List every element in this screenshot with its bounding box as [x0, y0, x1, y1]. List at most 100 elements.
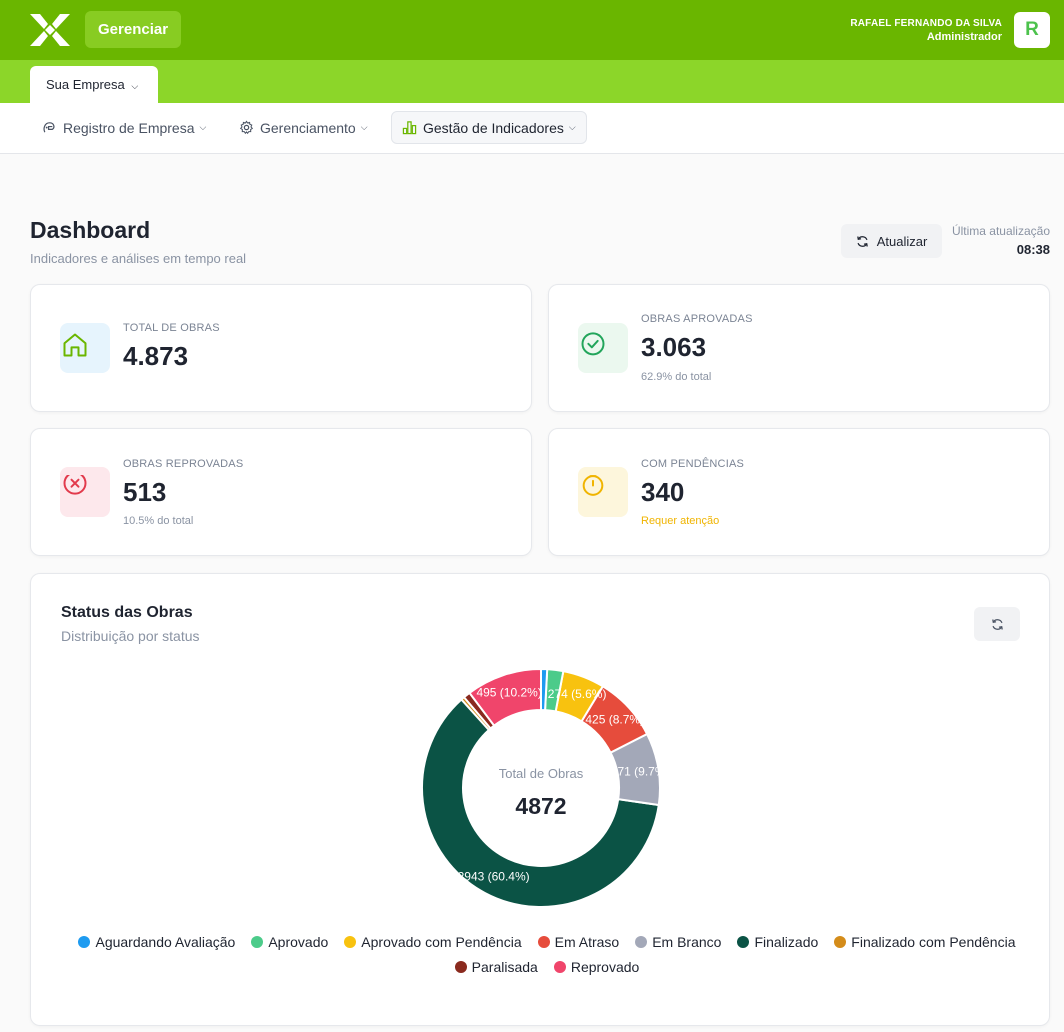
legend-item[interactable]: Aprovado com Pendência — [344, 934, 522, 950]
stat-label: OBRAS REPROVADAS — [123, 458, 244, 470]
chevron-down-icon: ⌵ — [131, 81, 139, 91]
donut-slice[interactable] — [540, 667, 549, 712]
stat-value: 3.063 — [641, 332, 707, 362]
chevron-down-icon: ⌵ — [568, 122, 576, 132]
donut-data-label: 471 (9.7%) — [611, 765, 670, 779]
chart-subtitle: Distribuição por status — [61, 628, 200, 644]
donut-data-label: 425 (8.7%) — [585, 713, 644, 727]
refresh-button-label: Atualizar — [876, 233, 928, 249]
chart-bars-icon — [402, 121, 417, 135]
stat-label: COM PENDÊNCIAS — [641, 458, 745, 470]
legend-dot — [78, 936, 91, 948]
stat-card-aprovadas: OBRAS APROVADAS 3.063 62.9% do total — [548, 284, 1050, 412]
legend-dot — [537, 936, 550, 948]
nav-item-label: Gestão de Indicadores — [423, 119, 564, 136]
legend-dot — [553, 961, 566, 973]
user-info: RAFAEL FERNANDO DA SILVA Administrador — [850, 17, 1002, 44]
x-circle-icon — [63, 475, 87, 495]
stat-note: Requer atenção — [641, 515, 720, 527]
donut-data-label: 274 (5.6%) — [548, 687, 607, 701]
check-circle-icon — [581, 332, 605, 356]
legend-label: Paralisada — [471, 959, 538, 975]
legend-item[interactable]: Finalizado com Pendência — [834, 934, 1016, 950]
donut-slice[interactable] — [580, 684, 649, 754]
legend-label: Em Branco — [652, 934, 722, 950]
timer-icon — [582, 475, 604, 496]
building-icon — [43, 122, 55, 133]
avatar[interactable]: R — [1014, 12, 1050, 48]
main-nav: Registro de Empresa ⌵ Gerenciamento ⌵ Ge… — [0, 103, 1064, 154]
last-update-time: 08:38 — [1016, 242, 1050, 257]
stat-value: 513 — [123, 477, 167, 507]
donut-slice[interactable] — [609, 732, 661, 807]
stat-card-total: TOTAL DE OBRAS 4.873 — [30, 284, 532, 412]
company-selector[interactable]: Sua Empresa ⌵ — [30, 66, 158, 103]
company-bar: Sua Empresa ⌵ — [0, 60, 1064, 103]
donut-center-label: Total de Obras — [499, 766, 584, 781]
legend-dot — [251, 936, 264, 948]
legend-dot — [834, 936, 847, 948]
stat-note: 10.5% do total — [123, 515, 194, 527]
last-update: Última atualização 08:38 — [952, 224, 1050, 257]
chart-legend-row: Aguardando Avaliação Aprovado Aprovado com… — [31, 934, 1063, 950]
refresh-icon — [856, 235, 868, 247]
stat-value: 4.873 — [123, 341, 189, 371]
user-name: RAFAEL FERNANDO DA SILVA — [850, 18, 1002, 29]
donut-slice[interactable] — [421, 698, 660, 908]
legend-dot — [635, 936, 648, 948]
nav-gerenciamento[interactable]: Gerenciamento ⌵ — [229, 111, 378, 144]
top-bar: Gerenciar RAFAEL FERNANDO DA SILVA Admin… — [0, 0, 1064, 60]
status-donut-chart: Total de Obras 4872 274 (5.6%) 425 (8.7%)… — [421, 667, 670, 908]
chart-refresh-button[interactable] — [974, 607, 1020, 641]
status-chart-card: Status das Obras Distribuição por status… — [30, 573, 1050, 1026]
donut-data-label: 495 (10.2%) — [476, 686, 541, 700]
chart-legend-row: Paralisada Reprovado — [31, 959, 1063, 975]
legend-item[interactable]: Aguardando Avaliação — [78, 934, 235, 950]
stat-icon-bg — [578, 323, 628, 373]
stat-card-pendencias: COM PENDÊNCIAS 340 Requer atenção — [548, 428, 1050, 556]
chart-title: Status das Obras — [61, 604, 193, 621]
legend-label: Aguardando Avaliação — [95, 934, 236, 950]
stat-value: 340 — [641, 477, 685, 507]
donut-slice[interactable] — [554, 669, 605, 723]
manage-button[interactable]: Gerenciar — [85, 11, 182, 48]
legend-item[interactable]: Reprovado — [553, 959, 640, 975]
user-role: Administrador — [926, 31, 1002, 43]
gear-icon — [239, 120, 254, 135]
last-update-label: Última atualização — [951, 224, 1050, 238]
nav-registro-empresa[interactable]: Registro de Empresa ⌵ — [32, 111, 216, 144]
legend-label: Reprovado — [570, 959, 640, 975]
page-title: Dashboard — [30, 217, 151, 243]
company-selector-label: Sua Empresa — [46, 77, 125, 92]
legend-label: Finalizado — [754, 934, 819, 950]
legend-label: Aprovado com Pendência — [361, 934, 522, 950]
chevron-down-icon: ⌵ — [360, 122, 368, 132]
nav-item-label: Registro de Empresa — [63, 119, 195, 136]
refresh-icon — [991, 618, 1003, 630]
legend-item[interactable]: Paralisada — [454, 959, 538, 975]
stat-card-reprovadas: OBRAS REPROVADAS 513 10.5% do total — [30, 428, 532, 556]
stat-label: OBRAS APROVADAS — [641, 313, 753, 325]
legend-item[interactable]: Em Atraso — [537, 934, 620, 950]
home-icon — [63, 333, 87, 357]
logo-icon[interactable] — [28, 8, 72, 52]
legend-label: Aprovado — [268, 934, 329, 950]
legend-item[interactable]: Em Branco — [635, 934, 721, 950]
legend-label: Em Atraso — [554, 934, 620, 950]
legend-item[interactable]: Aprovado — [251, 934, 328, 950]
stat-icon-bg — [60, 467, 110, 517]
stat-note: 62.9% do total — [641, 371, 712, 383]
donut-data-label: 2943 (60.4%) — [458, 870, 530, 884]
legend-dot — [344, 936, 357, 948]
stat-label: TOTAL DE OBRAS — [123, 322, 220, 334]
donut-center-value: 4872 — [515, 793, 566, 819]
legend-dot — [737, 936, 750, 948]
stat-icon-bg — [578, 467, 628, 517]
legend-item[interactable]: Finalizado — [737, 934, 818, 950]
chevron-down-icon: ⌵ — [199, 122, 207, 132]
nav-item-label: Gerenciamento — [260, 119, 356, 136]
refresh-button[interactable]: Atualizar — [841, 224, 942, 258]
legend-label: Finalizado com Pendência — [851, 934, 1016, 950]
page-subtitle: Indicadores e análises em tempo real — [30, 251, 247, 266]
nav-gestao-indicadores[interactable]: Gestão de Indicadores ⌵ — [391, 111, 587, 144]
